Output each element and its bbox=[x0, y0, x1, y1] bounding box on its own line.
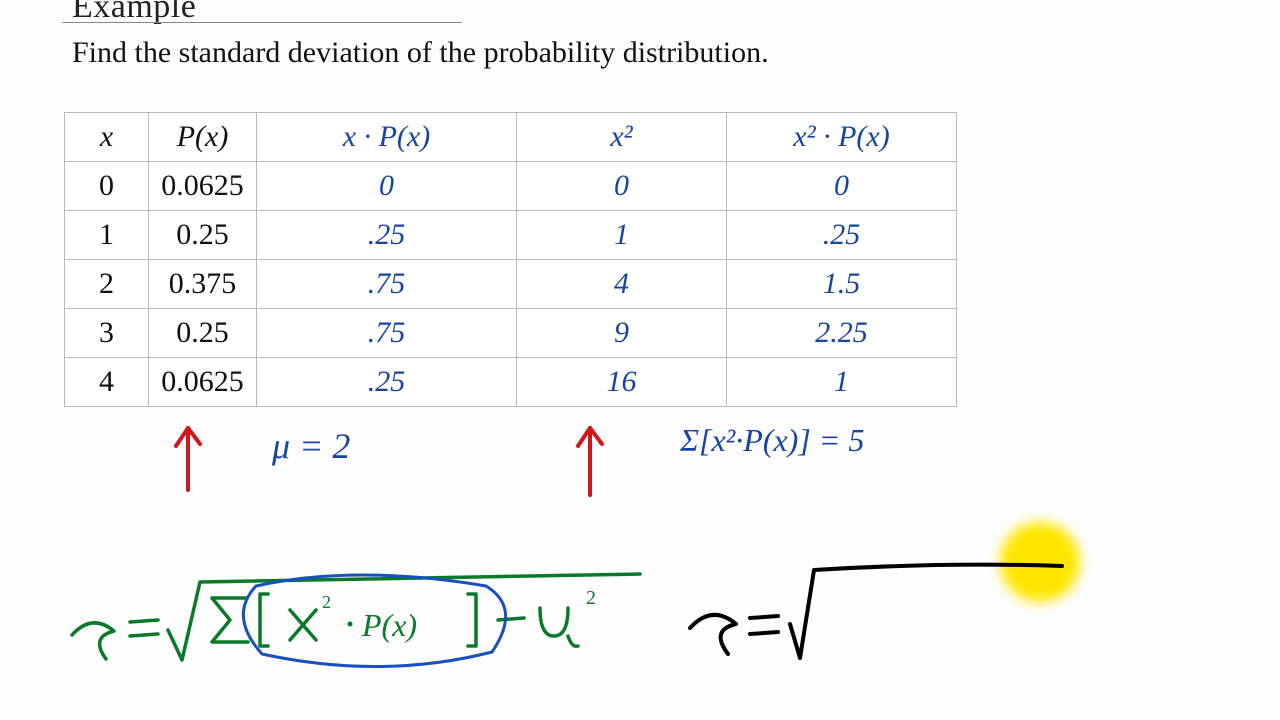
cell-xpx: 0 bbox=[257, 162, 517, 211]
table-row: 1 0.25 .25 1 .25 bbox=[65, 211, 957, 260]
cell-px: 0.25 bbox=[149, 211, 257, 260]
cell-px: 0.0625 bbox=[149, 162, 257, 211]
table-header-row: x P(x) x · P(x) x² x² · P(x) bbox=[65, 113, 957, 162]
cell-xpx: .75 bbox=[257, 260, 517, 309]
mu-annotation: μ = 2 bbox=[272, 425, 350, 467]
cell-xpx: .75 bbox=[257, 309, 517, 358]
cell-x2px: 1 bbox=[727, 358, 957, 407]
circle-annotation bbox=[243, 575, 505, 667]
table-row: 3 0.25 .75 9 2.25 bbox=[65, 309, 957, 358]
cell-x: 1 bbox=[65, 211, 149, 260]
table-row: 0 0.0625 0 0 0 bbox=[65, 162, 957, 211]
arrow-icon bbox=[176, 428, 200, 490]
cell-x: 4 bbox=[65, 358, 149, 407]
svg-text:2: 2 bbox=[322, 592, 331, 612]
cursor-highlight bbox=[1000, 522, 1080, 602]
probability-table: x P(x) x · P(x) x² x² · P(x) 0 0.0625 0 … bbox=[64, 112, 957, 407]
col-xpx: x · P(x) bbox=[257, 113, 517, 162]
col-x2: x² bbox=[517, 113, 727, 162]
col-x2px: x² · P(x) bbox=[727, 113, 957, 162]
cell-x2: 1 bbox=[517, 211, 727, 260]
prompt-text: Find the standard deviation of the proba… bbox=[72, 36, 769, 70]
arrow-icon bbox=[578, 428, 602, 495]
cell-x2: 16 bbox=[517, 358, 727, 407]
sum-annotation: Σ[x²·P(x)] = 5 bbox=[680, 422, 864, 459]
svg-text:2: 2 bbox=[586, 587, 596, 609]
cell-x2px: 0 bbox=[727, 162, 957, 211]
cell-px: 0.0625 bbox=[149, 358, 257, 407]
cell-xpx: .25 bbox=[257, 211, 517, 260]
formula-sigma-green: 2 P(x) 2 bbox=[72, 574, 640, 660]
table-row: 2 0.375 .75 4 1.5 bbox=[65, 260, 957, 309]
col-px: P(x) bbox=[149, 113, 257, 162]
cell-x2: 4 bbox=[517, 260, 727, 309]
col-x: x bbox=[65, 113, 149, 162]
cell-x: 3 bbox=[65, 309, 149, 358]
cell-x: 0 bbox=[65, 162, 149, 211]
cell-px: 0.25 bbox=[149, 309, 257, 358]
table-row: 4 0.0625 .25 16 1 bbox=[65, 358, 957, 407]
svg-text:P(x): P(x) bbox=[361, 607, 417, 643]
cell-x2px: .25 bbox=[727, 211, 957, 260]
cell-px: 0.375 bbox=[149, 260, 257, 309]
cell-x2: 9 bbox=[517, 309, 727, 358]
cell-xpx: .25 bbox=[257, 358, 517, 407]
cell-x2: 0 bbox=[517, 162, 727, 211]
heading-underline bbox=[62, 22, 462, 23]
cell-x: 2 bbox=[65, 260, 149, 309]
cell-x2px: 2.25 bbox=[727, 309, 957, 358]
cell-x2px: 1.5 bbox=[727, 260, 957, 309]
